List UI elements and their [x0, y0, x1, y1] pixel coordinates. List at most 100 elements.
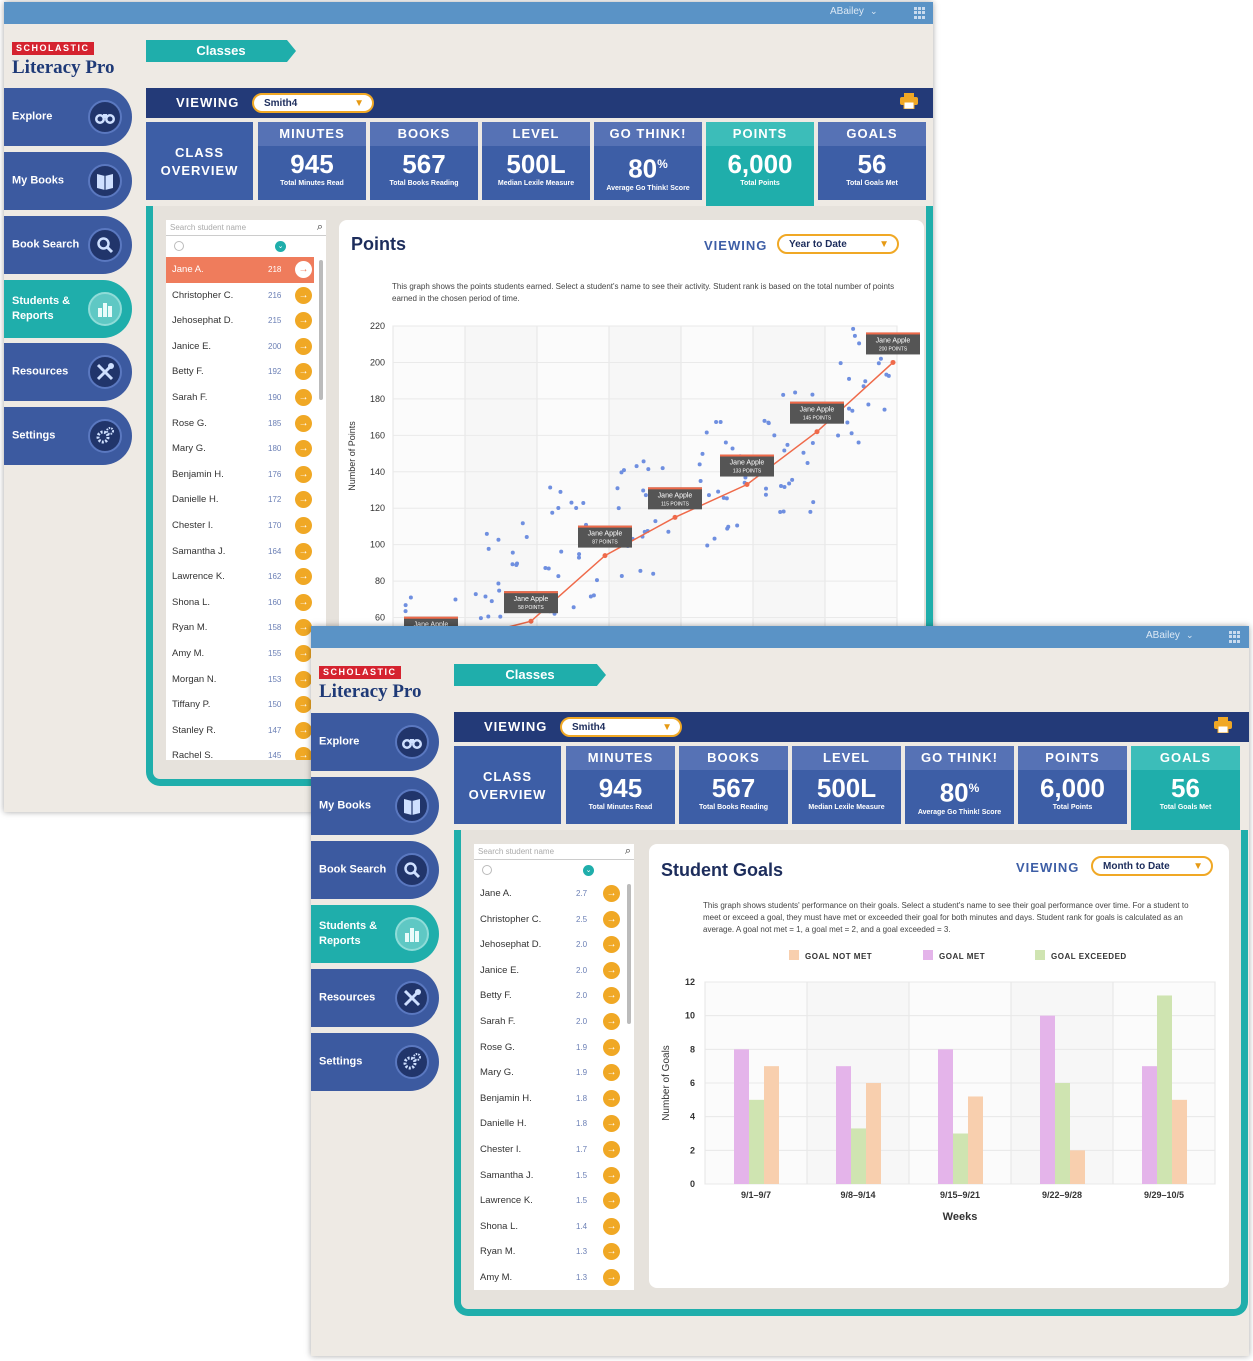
stat-tile-points[interactable]: POINTS 6,000 Total Points	[1018, 746, 1127, 824]
student-row[interactable]: Mary G. 180 →	[166, 436, 314, 462]
student-row[interactable]: Jane A. 2.7 →	[474, 881, 622, 907]
data-point[interactable]	[588, 594, 593, 599]
data-point[interactable]	[486, 614, 491, 619]
series-point[interactable]	[528, 618, 534, 624]
arrow-right-icon[interactable]: →	[295, 491, 312, 509]
arrow-right-icon[interactable]: →	[295, 670, 312, 688]
arrow-right-icon[interactable]: →	[603, 936, 620, 954]
apps-grid-icon[interactable]	[1229, 631, 1241, 643]
arrow-right-icon[interactable]: →	[295, 593, 312, 611]
data-point[interactable]	[574, 505, 579, 510]
data-point[interactable]	[810, 392, 815, 397]
arrow-right-icon[interactable]: →	[295, 465, 312, 483]
arrow-right-icon[interactable]: →	[295, 414, 312, 432]
data-point[interactable]	[876, 361, 881, 366]
period-select[interactable]: Year to Date ▼	[777, 234, 899, 254]
arrow-right-icon[interactable]: →	[603, 885, 620, 902]
bar-goal-met[interactable]	[1142, 1066, 1157, 1184]
bar-goal-exceeded[interactable]	[749, 1099, 764, 1184]
arrow-right-icon[interactable]: →	[295, 312, 312, 330]
data-point[interactable]	[782, 485, 787, 490]
data-point[interactable]	[714, 419, 719, 424]
stat-tile-points[interactable]: POINTS 6,000 Total Points	[706, 122, 814, 206]
series-point[interactable]	[602, 553, 608, 559]
nav-students-reports[interactable]: Students & Reports	[311, 905, 439, 963]
series-point[interactable]	[744, 482, 750, 488]
data-point[interactable]	[484, 531, 489, 536]
nav-settings[interactable]: Settings	[4, 407, 132, 465]
data-point[interactable]	[851, 326, 856, 331]
student-row[interactable]: Janice E. 2.0 →	[474, 958, 622, 984]
arrow-right-icon[interactable]: →	[603, 1013, 620, 1030]
arrow-right-icon[interactable]: →	[603, 1141, 620, 1158]
data-point[interactable]	[838, 361, 843, 366]
data-point[interactable]	[514, 563, 519, 568]
data-point[interactable]	[569, 500, 574, 505]
stat-tile-go-think-[interactable]: GO THINK! 80% Average Go Think! Score	[594, 122, 702, 200]
student-row[interactable]: Amy M. 1.3 →	[474, 1265, 622, 1290]
data-point[interactable]	[886, 373, 891, 378]
nav-explore[interactable]: Explore	[4, 88, 132, 146]
student-row[interactable]: Rose G. 1.9 →	[474, 1035, 622, 1061]
data-point[interactable]	[510, 550, 515, 555]
stat-tile-goals[interactable]: GOALS 56 Total Goals Met	[1131, 746, 1240, 830]
data-point[interactable]	[698, 479, 703, 484]
data-point[interactable]	[453, 597, 458, 602]
arrow-right-icon[interactable]: →	[603, 1115, 620, 1133]
nav-resources[interactable]: Resources	[4, 343, 132, 401]
data-point[interactable]	[772, 433, 777, 438]
data-point[interactable]	[735, 523, 740, 528]
sort-score-toggle[interactable]: ⌄	[275, 241, 286, 252]
student-row[interactable]: Jehosephat D. 215 →	[166, 308, 314, 334]
student-row[interactable]: Danielle H. 1.8 →	[474, 1111, 622, 1137]
student-row[interactable]: Chester I. 1.7 →	[474, 1137, 622, 1163]
arrow-right-icon[interactable]: →	[295, 261, 312, 278]
data-point[interactable]	[763, 492, 768, 497]
arrow-right-icon[interactable]: →	[603, 1243, 620, 1261]
data-point[interactable]	[706, 493, 711, 498]
data-point[interactable]	[638, 568, 643, 573]
data-point[interactable]	[810, 441, 815, 446]
student-row[interactable]: Christopher C. 2.5 →	[474, 907, 622, 933]
student-row[interactable]: Betty F. 192 →	[166, 359, 314, 385]
data-point[interactable]	[653, 519, 658, 524]
stat-tile-goals[interactable]: GOALS 56 Total Goals Met	[818, 122, 926, 200]
arrow-right-icon[interactable]: →	[603, 1217, 620, 1235]
data-point[interactable]	[882, 407, 887, 412]
data-point[interactable]	[721, 495, 726, 500]
data-point[interactable]	[723, 440, 728, 445]
arrow-right-icon[interactable]: →	[603, 1038, 620, 1056]
student-row[interactable]: Jehosephat D. 2.0 →	[474, 932, 622, 958]
student-row[interactable]: Jane A. 218 →	[166, 257, 314, 283]
data-point[interactable]	[790, 477, 795, 482]
student-row[interactable]: Benjamin H. 176 →	[166, 462, 314, 488]
arrow-right-icon[interactable]: →	[603, 910, 620, 928]
data-point[interactable]	[571, 605, 576, 610]
arrow-right-icon[interactable]: →	[295, 337, 312, 355]
arrow-right-icon[interactable]: →	[603, 961, 620, 979]
scrollbar[interactable]	[627, 884, 631, 1024]
bar-goal-exceeded[interactable]	[953, 1133, 968, 1185]
data-point[interactable]	[634, 464, 639, 469]
data-point[interactable]	[712, 536, 717, 541]
data-point[interactable]	[473, 592, 478, 597]
data-point[interactable]	[805, 460, 810, 465]
arrow-right-icon[interactable]: →	[603, 987, 620, 1005]
data-point[interactable]	[863, 379, 868, 384]
bar-goal-met[interactable]	[1040, 1015, 1055, 1184]
data-point[interactable]	[857, 341, 862, 346]
bar-goal-exceeded[interactable]	[851, 1128, 866, 1184]
nav-explore[interactable]: Explore	[311, 713, 439, 771]
bar-goal-not-met[interactable]	[764, 1066, 779, 1184]
data-point[interactable]	[646, 467, 651, 472]
printer-icon[interactable]	[1214, 717, 1232, 733]
data-point[interactable]	[716, 489, 721, 494]
data-point[interactable]	[793, 390, 798, 395]
nav-book-search[interactable]: Book Search	[311, 841, 439, 899]
data-point[interactable]	[849, 431, 854, 436]
scrollbar[interactable]	[319, 260, 323, 400]
student-row[interactable]: Christopher C. 216 →	[166, 283, 314, 309]
arrow-right-icon[interactable]: →	[295, 568, 312, 586]
data-point[interactable]	[856, 440, 861, 445]
nav-book-search[interactable]: Book Search	[4, 216, 132, 274]
